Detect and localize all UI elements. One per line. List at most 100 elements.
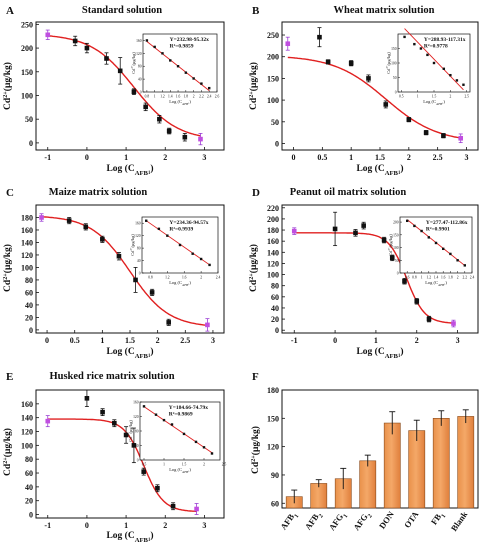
y-tick-label: 60 (271, 293, 279, 302)
data-point (141, 469, 147, 474)
inset-y-tick-label: 40 (135, 444, 139, 448)
inset-y-tick-label: 40 (138, 78, 142, 82)
x-tick-label: 2.5 (433, 153, 443, 162)
panel-letter: B (252, 5, 260, 17)
category-label: AFG2 (351, 509, 374, 534)
inset-x-tick-label: 1.5 (432, 95, 437, 99)
x-axis-label: Log (CAFB1) (106, 346, 153, 360)
y-tick-label: 80 (25, 276, 33, 285)
inset-data-point (184, 71, 188, 74)
inset-data-point (176, 65, 180, 68)
data-point (423, 130, 429, 135)
inset-frame (399, 216, 473, 274)
y-tick-label: 100 (267, 96, 279, 105)
x-tick-label: -1 (44, 521, 51, 530)
data-point (325, 59, 331, 65)
inset-data-point (463, 264, 466, 267)
plot-frame (281, 204, 479, 334)
y-tick-label: 40 (25, 483, 33, 492)
data-point (72, 38, 78, 44)
inset-y-tick-label: 80 (135, 430, 139, 434)
x-tick-label: 0 (292, 153, 296, 162)
inset-x-tick-label: 2.6 (215, 95, 220, 99)
inset-regression-line (145, 220, 210, 266)
inset-x-tick-label: 2.4 (216, 276, 221, 280)
x-tick-label: 0 (85, 153, 89, 162)
inset-data-point (456, 259, 459, 262)
inset-data-point (170, 423, 174, 426)
inset-y-tick-label: 0 (137, 459, 139, 463)
panel-e: E Husked rice matrix solution Cd2+(μg/kg) L… (2, 371, 226, 544)
data-point (45, 418, 51, 424)
inset-x-tick-label: 0.5 (399, 95, 404, 99)
data-point (205, 322, 210, 328)
x-tick-label: 1 (349, 153, 353, 162)
data-point (332, 226, 338, 232)
data-point (112, 420, 117, 426)
panel-letter: C (6, 187, 14, 199)
data-point (116, 253, 122, 259)
inset-data-point (153, 45, 156, 49)
inset-x-tick-label: 1.2 (165, 276, 170, 280)
inset-data-point (419, 47, 423, 50)
data-point (291, 228, 297, 234)
data-point (100, 409, 105, 415)
y-axis-label: Cd2+(μg/kg) (248, 244, 259, 292)
y-tick-label: 80 (271, 282, 279, 291)
data-point (389, 255, 395, 261)
inset-x-tick-label: 2 (203, 463, 205, 467)
inset-data-point (142, 405, 146, 408)
y-tick-label: 60 (271, 499, 279, 508)
inset-x-tick-label: 1 (421, 276, 423, 280)
panel-c: C Maize matrix solution Cd2+(μg/kg) Log (CA… (2, 187, 225, 360)
x-tick-label: 1 (100, 336, 104, 345)
data-point (123, 432, 129, 438)
y-tick-label: 250 (21, 20, 33, 29)
x-tick-label: 1 (374, 336, 378, 345)
inset-y-tick-label: 50 (395, 259, 399, 263)
y-tick-label: 200 (267, 215, 279, 224)
inset-x-axis-label: Log (CAFB1) (169, 467, 191, 474)
y-tick-label: 250 (267, 31, 279, 40)
inset-equation: Y=234.36-94.57x (169, 220, 208, 226)
inset-data-point (462, 83, 465, 86)
panel-letter: D (252, 187, 260, 199)
inset-x-tick-label: 2.2 (463, 276, 468, 280)
inset-x-tick-label: 0.6 (405, 276, 410, 280)
inset-data-point (403, 35, 406, 39)
data-point (198, 136, 203, 142)
y-tick-label: 100 (267, 271, 279, 280)
inset-data-point (154, 413, 158, 416)
inset-y-tick-label: 0 (140, 91, 142, 95)
y-tick-label: 40 (25, 301, 33, 310)
bar (359, 460, 377, 509)
y-axis-label: Cd2+(μg/kg) (2, 62, 13, 110)
panel-d: D Peanut oil matrix solution Cd2+(μg/kg) Lo… (248, 187, 479, 360)
inset-data-point (426, 53, 429, 57)
data-point (45, 32, 51, 38)
panel-title: Wheat matrix solution (334, 5, 435, 16)
panel-letter: F (252, 371, 259, 383)
inset-y-tick-label: 80 (137, 247, 141, 251)
x-tick-label: -1 (291, 336, 298, 345)
category-label: Blank (449, 509, 470, 533)
inset-data-point (449, 252, 452, 256)
y-tick-label: 90 (271, 471, 279, 480)
inset-frame (142, 33, 218, 93)
inset-x-axis-label: Log (CAFB1) (423, 99, 445, 106)
inset-chart: 0.8 1.2 1.6 2 2.4 0 40 80 120 160 Y=234.36-94.57xR… (129, 216, 221, 287)
inset-data-point (199, 257, 203, 261)
y-tick-label: 100 (21, 441, 33, 450)
inset-data-point (157, 227, 161, 231)
y-axis-label: Cd2+(μg/kg) (248, 62, 259, 110)
data-point (426, 316, 432, 322)
category-label: AFB2 (303, 509, 325, 533)
data-point (458, 135, 464, 141)
x-tick-label: 0.5 (317, 153, 327, 162)
y-tick-label: 50 (25, 115, 33, 124)
panel-letter: A (6, 5, 14, 17)
inset-y-tick-label: 0 (395, 91, 397, 95)
data-point (402, 278, 407, 284)
